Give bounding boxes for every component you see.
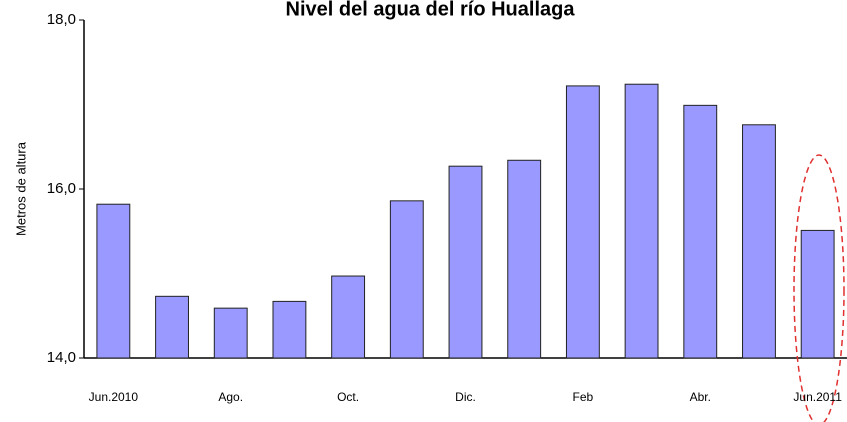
- bar: [213, 307, 248, 359]
- y-tick-label: 18,0: [47, 11, 76, 28]
- bar: [683, 104, 718, 359]
- bar: [331, 275, 366, 359]
- y-tick-label: 14,0: [47, 349, 76, 366]
- bar: [800, 229, 835, 359]
- bar: [565, 85, 600, 359]
- bar: [507, 159, 542, 359]
- y-axis-label: Metros de altura: [13, 141, 28, 236]
- x-tick-label: Dic.: [455, 390, 476, 404]
- bar: [448, 165, 483, 359]
- bar: [155, 295, 189, 359]
- x-tick-label: Oct.: [337, 390, 359, 404]
- x-tick-label: Abr.: [690, 390, 711, 404]
- x-tick-label: Ago.: [218, 390, 243, 404]
- x-tick-label: Feb: [573, 390, 594, 404]
- bar: [742, 124, 776, 359]
- y-tick-label: 16,0: [47, 180, 76, 197]
- bar: [389, 200, 424, 359]
- highlight-ellipse: [793, 154, 845, 422]
- x-tick-label: Jun.2010: [89, 390, 139, 404]
- bar: [96, 203, 131, 359]
- chart-title: Nivel del agua del río Huallaga: [286, 0, 576, 20]
- bar: [272, 300, 307, 359]
- x-tick-label: Jun.2011: [793, 390, 842, 404]
- bar: [624, 83, 659, 359]
